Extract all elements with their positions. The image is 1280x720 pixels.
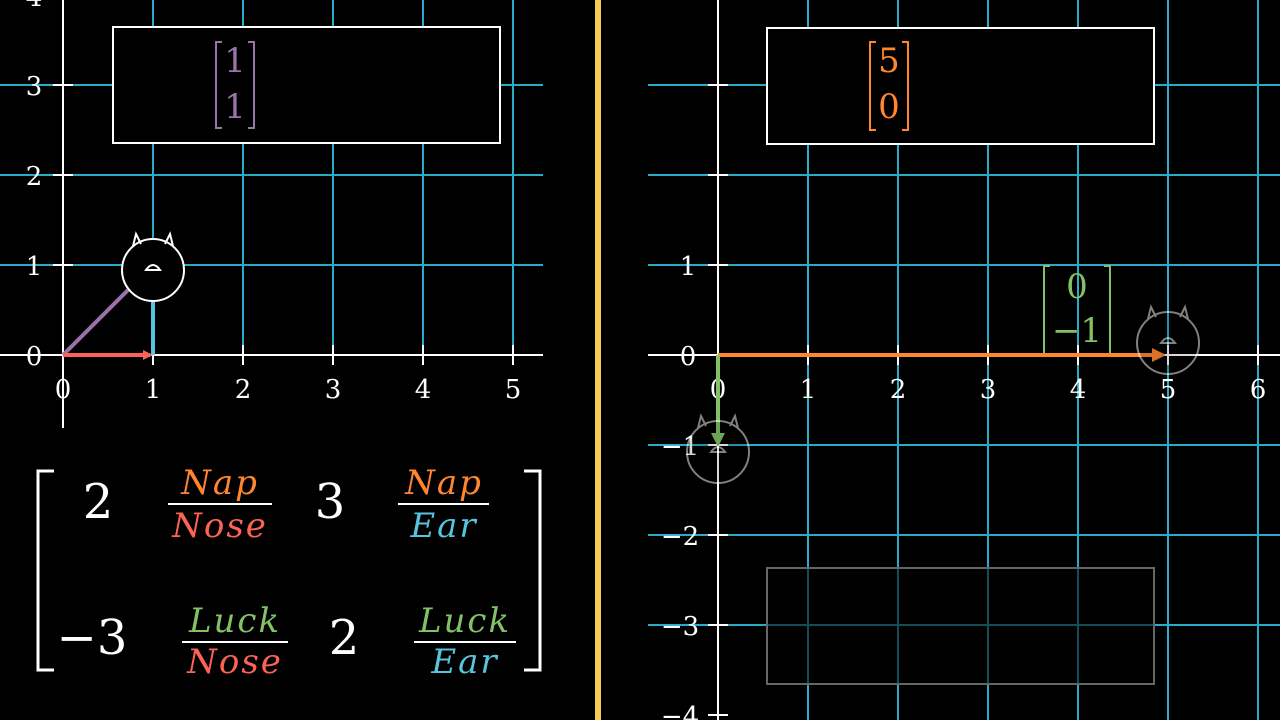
left-x-tick-5: 5 xyxy=(505,375,522,405)
right-tick-labels: 0 1 2 3 4 5 6 0 1 −1 −2 −3 −4 xyxy=(661,252,1266,720)
purple-vector xyxy=(61,288,130,357)
r2c1-den: Nose xyxy=(186,642,283,682)
right-output-entry-1: 5 xyxy=(878,41,900,81)
left-x-tick-4: 4 xyxy=(415,375,432,405)
right-output-entry-2: 0 xyxy=(878,87,900,127)
left-x-tick-2: 2 xyxy=(235,375,252,405)
right-x-tick-3: 3 xyxy=(980,375,997,405)
right-output-vector xyxy=(869,41,909,131)
left-x-tick-0: 0 xyxy=(55,375,72,405)
r1c1-coef: 2 xyxy=(83,474,114,530)
r1c2-den: Ear xyxy=(409,506,477,546)
left-y-tick-4: 4 xyxy=(26,0,43,13)
left-output-entry-1: 1 xyxy=(224,41,246,81)
left-y-tick-2: 2 xyxy=(26,162,43,192)
matrix-left-bracket xyxy=(36,469,54,672)
r2c1-coef: −3 xyxy=(57,610,128,666)
matrix: 2 Nap Nose 3 Nap Ear −3 Luck Nose 2 Luck… xyxy=(36,463,542,682)
left-x-tick-1: 1 xyxy=(145,375,162,405)
left-y-tick-1: 1 xyxy=(26,252,43,282)
right-y-tick-1: 1 xyxy=(680,252,697,282)
faded-box xyxy=(766,567,1155,685)
right-x-tick-4: 4 xyxy=(1070,375,1087,405)
left-tick-labels: 0 1 2 3 4 5 0 1 2 3 4 xyxy=(26,0,522,405)
right-x-tick-5: 5 xyxy=(1160,375,1177,405)
right-output-box xyxy=(766,27,1155,145)
r1c2-num: Nap xyxy=(404,463,483,503)
left-y-tick-0: 0 xyxy=(26,342,43,372)
right-y-tick-0: 0 xyxy=(680,342,697,372)
creature-icon xyxy=(686,413,750,484)
r2c1-num: Luck xyxy=(188,601,281,641)
right-x-tick-2: 2 xyxy=(890,375,907,405)
r1c1-num: Nap xyxy=(180,463,259,503)
right-y-tick-m1: −1 xyxy=(661,432,699,462)
matrix-right-bracket xyxy=(524,469,542,672)
left-output-vector xyxy=(215,41,255,129)
r2c2-coef: 2 xyxy=(329,610,360,666)
left-y-tick-3: 3 xyxy=(26,72,43,102)
r2c2-den: Ear xyxy=(430,642,498,682)
left-output-entry-2: 1 xyxy=(224,87,246,127)
right-y-tick-m4: −4 xyxy=(661,702,699,720)
creature-icon xyxy=(121,231,185,302)
left-output-box xyxy=(112,26,501,144)
right-y-tick-m2: −2 xyxy=(661,522,699,552)
green-vector-entry-2: −1 xyxy=(1052,311,1102,351)
right-x-tick-6: 6 xyxy=(1250,375,1267,405)
r1c2-coef: 3 xyxy=(315,474,346,530)
right-x-tick-1: 1 xyxy=(800,375,817,405)
creature-icon xyxy=(1136,304,1200,375)
r2c2-num: Luck xyxy=(418,601,511,641)
r1c1-den: Nose xyxy=(171,506,268,546)
green-vector-entry-1: 0 xyxy=(1066,267,1088,307)
right-y-tick-m3: −3 xyxy=(661,612,699,642)
left-x-tick-3: 3 xyxy=(325,375,342,405)
